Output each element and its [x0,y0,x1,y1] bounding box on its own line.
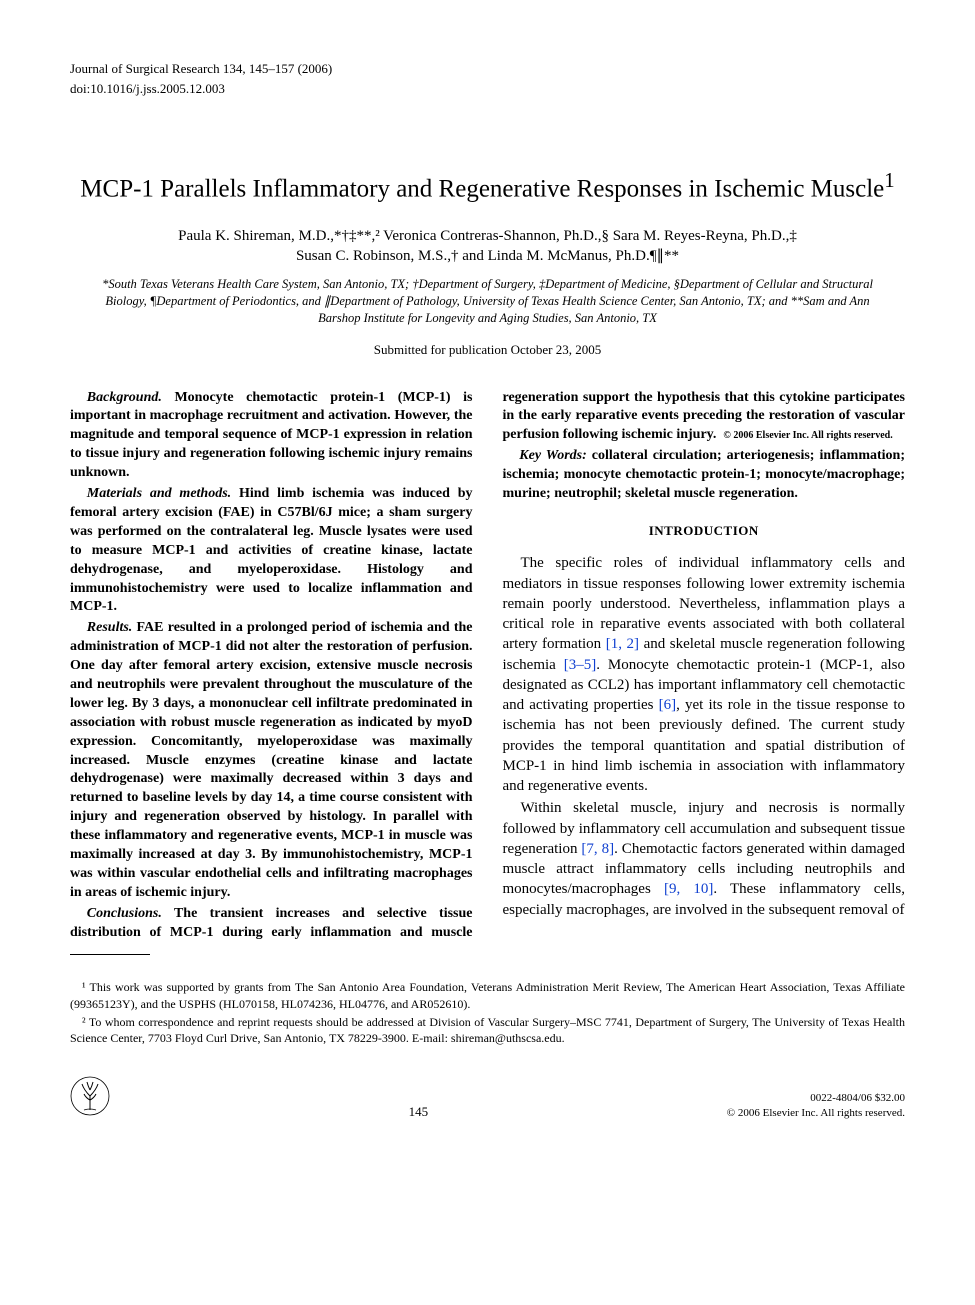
authors-line-1: Paula K. Shireman, M.D.,*†‡**,² Veronica… [70,226,905,246]
footnote-separator [70,954,150,955]
ref-6[interactable]: [6] [659,697,677,713]
intro-paragraph-1: The specific roles of individual inflamm… [503,553,906,796]
introduction-heading: INTRODUCTION [503,522,906,540]
title-text: MCP-1 Parallels Inflammatory and Regener… [80,175,884,202]
title-block: MCP-1 Parallels Inflammatory and Regener… [70,167,905,206]
ref-9-10[interactable]: [9, 10] [664,881,713,897]
abstract-materials: Materials and methods. Hind limb ischemi… [70,485,473,617]
footer-issn-price: 0022-4804/06 $32.00 [727,1091,905,1106]
body-columns: Background. Monocyte chemotactic protein… [70,389,905,943]
footer-copyright: © 2006 Elsevier Inc. All rights reserved… [727,1106,905,1121]
title-sup: 1 [884,168,894,192]
footnote-2: ² To whom correspondence and reprint req… [70,1014,905,1046]
page-footer: 145 0022-4804/06 $32.00 © 2006 Elsevier … [70,1076,905,1121]
results-label: Results. [87,620,133,635]
inline-copyright: © 2006 Elsevier Inc. All rights reserved… [723,430,892,441]
elsevier-tree-icon [70,1076,110,1116]
abstract-results: Results. FAE resulted in a prolonged per… [70,619,473,902]
materials-label: Materials and methods. [87,486,231,501]
footnote-1: ¹ This work was supported by grants from… [70,979,905,1011]
journal-line-1: Journal of Surgical Research 134, 145–15… [70,60,905,78]
keywords: Key Words: collateral circulation; arter… [503,447,906,504]
footnotes: ¹ This work was supported by grants from… [70,979,905,1046]
ref-3-5[interactable]: [3–5] [564,657,597,673]
ref-1-2[interactable]: [1, 2] [606,636,639,652]
publisher-logo [70,1076,110,1121]
footer-right: 0022-4804/06 $32.00 © 2006 Elsevier Inc.… [727,1091,905,1121]
ref-7-8[interactable]: [7, 8] [581,841,614,857]
article-title: MCP-1 Parallels Inflammatory and Regener… [70,167,905,206]
conclusions-label: Conclusions. [87,906,162,921]
authors: Paula K. Shireman, M.D.,*†‡**,² Veronica… [70,226,905,267]
affiliations: *South Texas Veterans Health Care System… [70,276,905,327]
results-text: FAE resulted in a prolonged period of is… [70,620,473,899]
background-label: Background. [87,390,162,405]
journal-header: Journal of Surgical Research 134, 145–15… [70,60,905,97]
authors-line-2: Susan C. Robinson, M.S.,† and Linda M. M… [70,246,905,266]
page-number: 145 [409,1103,429,1121]
materials-text: Hind limb ischemia was induced by femora… [70,486,473,614]
keywords-label: Key Words: [519,448,586,463]
intro-paragraph-2: Within skeletal muscle, injury and necro… [503,798,906,920]
abstract-background: Background. Monocyte chemotactic protein… [70,389,473,483]
submitted-date: Submitted for publication October 23, 20… [70,341,905,359]
journal-line-2: doi:10.1016/j.jss.2005.12.003 [70,80,905,98]
